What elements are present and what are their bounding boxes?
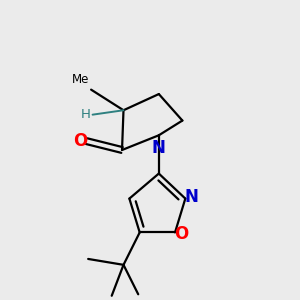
Text: N: N — [152, 139, 166, 157]
Text: H: H — [80, 108, 90, 121]
Text: N: N — [185, 188, 199, 206]
Text: O: O — [174, 225, 189, 243]
Text: Me: Me — [71, 73, 89, 86]
Text: O: O — [73, 132, 87, 150]
